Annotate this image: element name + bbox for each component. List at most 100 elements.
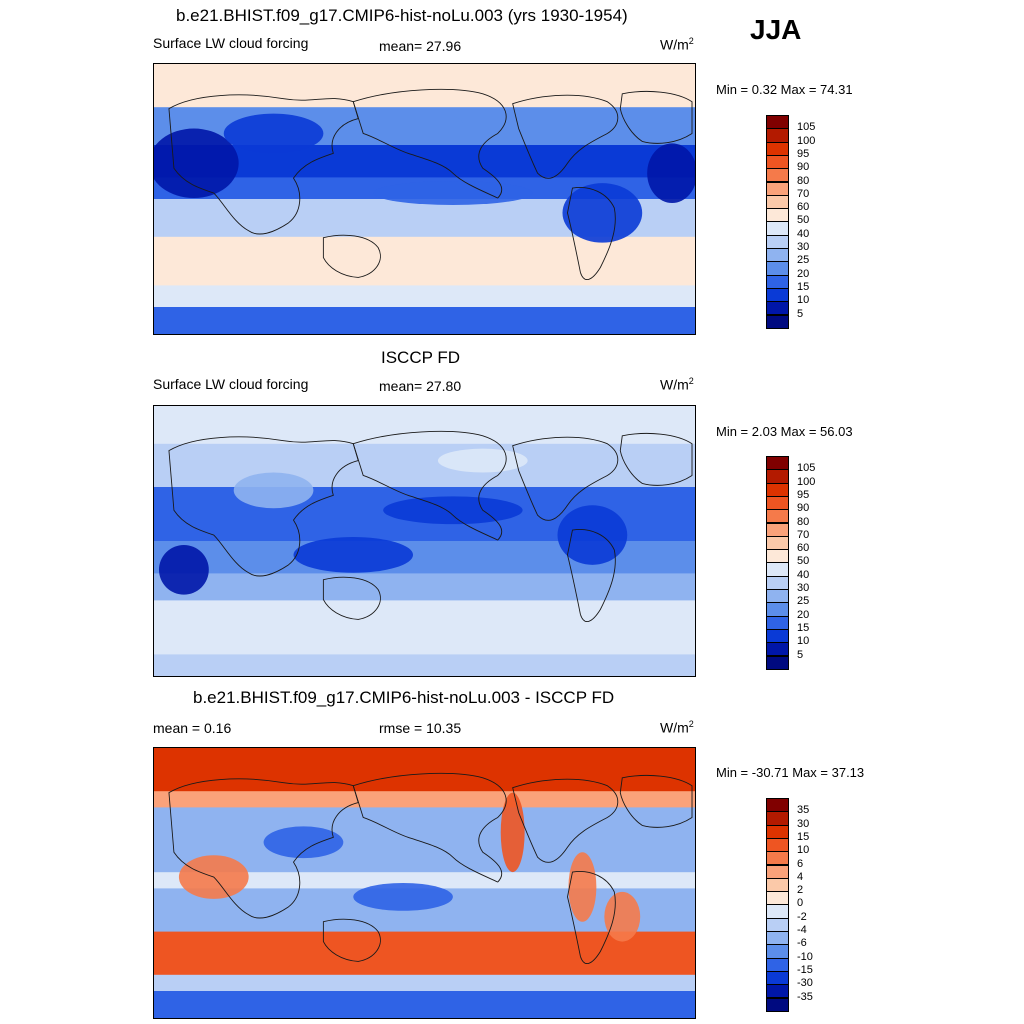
colorbar-swatch: [766, 535, 789, 551]
colorbar-tick-label: -30: [797, 977, 813, 990]
panel-2-mean-label: mean= 27.80: [379, 378, 462, 394]
contour-region: [500, 792, 525, 873]
colorbar-tick-label: 80: [797, 515, 810, 528]
season-label: JJA: [750, 14, 802, 45]
colorbar-tick-label: 80: [797, 174, 810, 187]
colorbar-tick-label: 70: [797, 528, 810, 541]
panel-1-variable-label: Surface LW cloud forcing: [153, 35, 309, 51]
coastline: [512, 778, 619, 863]
coastline: [352, 88, 507, 199]
colorbar-swatch: [766, 655, 789, 670]
panel-1-mean-label: mean= 27.96: [379, 38, 462, 54]
colorbar-tick-label: 10: [797, 635, 810, 648]
coastline: [567, 871, 616, 964]
colorbar-tick-label: 4: [797, 870, 804, 883]
panel-1-unit-label: W/m2: [660, 36, 694, 53]
colorbar-swatch: [766, 509, 789, 524]
colorbar-swatch: [766, 181, 789, 196]
contour-band: [154, 307, 695, 334]
coastline: [512, 436, 619, 521]
colorbar-swatch: [766, 997, 789, 1012]
map-field: [154, 406, 695, 676]
contour-region: [437, 448, 528, 473]
contour-band: [154, 406, 695, 445]
colorbar-swatch: [766, 931, 789, 946]
panel-3-minmax: Min = -30.71 Max = 37.13: [716, 765, 865, 780]
coastline: [567, 187, 616, 280]
panel-2-map: [153, 405, 696, 677]
colorbar-tick-label: 30: [797, 241, 810, 253]
colorbar-tick-label: 25: [797, 595, 810, 608]
colorbar-tick-label: 50: [797, 555, 810, 568]
contour-region: [557, 505, 628, 565]
colorbar-swatch: [766, 128, 789, 143]
contour-band: [154, 285, 695, 308]
colorbar-swatch: [766, 261, 789, 276]
colorbar-tick-label: 0: [797, 897, 804, 910]
panel-2-variable-label: Surface LW cloud forcing: [153, 376, 309, 392]
coastline: [322, 576, 381, 620]
contour-band: [154, 145, 695, 179]
coastline: [567, 529, 616, 622]
colorbar-tick-label: 15: [797, 830, 810, 843]
coastline: [168, 436, 359, 577]
colorbar-tick-label: 60: [797, 542, 810, 555]
colorbar-tick-label: 20: [797, 267, 810, 280]
colorbar-swatch: [766, 957, 789, 972]
colorbar-tick-label: 30: [797, 817, 810, 830]
colorbar-swatch: [766, 944, 789, 959]
colorbar-swatch: [766, 575, 789, 590]
contour-region: [568, 852, 597, 922]
colorbar-swatch: [766, 301, 789, 316]
coastline: [619, 432, 693, 486]
colorbar-tick-label: 60: [797, 201, 810, 214]
coastline: [322, 234, 381, 278]
contour-band: [154, 600, 695, 656]
colorbar-swatch: [766, 168, 789, 183]
colorbar-swatch: [766, 141, 789, 156]
colorbar-swatch: [766, 287, 789, 303]
colorbar-swatch: [766, 274, 789, 289]
colorbar-swatch: [766, 456, 789, 471]
contour-band: [154, 748, 695, 793]
panel-2-minmax: Min = 2.03 Max = 56.03: [716, 424, 853, 439]
colorbar-swatch: [766, 811, 789, 826]
colorbar-swatch: [766, 628, 789, 644]
colorbar-swatch: [766, 469, 789, 484]
contour-band: [154, 64, 695, 109]
colorbar-swatch: [766, 234, 789, 249]
colorbar-tick-label: 2: [797, 884, 804, 897]
colorbar-tick-label: -35: [797, 990, 813, 1003]
coastline: [352, 772, 507, 883]
contour-region: [223, 113, 324, 154]
panel-3-unit-label: W/m2: [660, 719, 694, 736]
contour-region: [343, 109, 463, 138]
colorbar-swatch: [766, 824, 789, 839]
colorbar-tick-label: 95: [797, 488, 810, 501]
colorbar-swatch: [766, 115, 789, 130]
colorbar-swatch: [766, 642, 789, 657]
colorbar-tick-label: 40: [797, 568, 810, 581]
contour-band: [154, 443, 695, 488]
colorbar-tick-label: 90: [797, 161, 810, 174]
colorbar-tick-label: 5: [797, 648, 804, 661]
coastline: [619, 90, 693, 144]
colorbar-swatch: [766, 221, 789, 236]
contour-band: [154, 573, 695, 602]
colorbar-tick-label: 15: [797, 280, 810, 293]
colorbar-tick-label: 30: [797, 582, 810, 594]
colorbar-swatch: [766, 851, 789, 866]
colorbar-swatch: [766, 798, 789, 813]
colorbar-tick-label: 10: [797, 844, 810, 857]
colorbar-swatch: [766, 314, 789, 329]
colorbar-tick-label: 10: [797, 294, 810, 307]
colorbar-tick-label: 105: [797, 462, 816, 475]
colorbar-swatch: [766, 522, 789, 537]
coastline: [168, 94, 359, 235]
colorbar-swatch: [766, 589, 789, 604]
colorbar-tick-label: 25: [797, 254, 810, 267]
panel-3-rmse-label: rmse = 10.35: [379, 720, 462, 736]
colorbar-tick-label: 100: [797, 134, 816, 147]
colorbar-swatch: [766, 615, 789, 630]
colorbar-tick-label: -6: [797, 937, 807, 950]
